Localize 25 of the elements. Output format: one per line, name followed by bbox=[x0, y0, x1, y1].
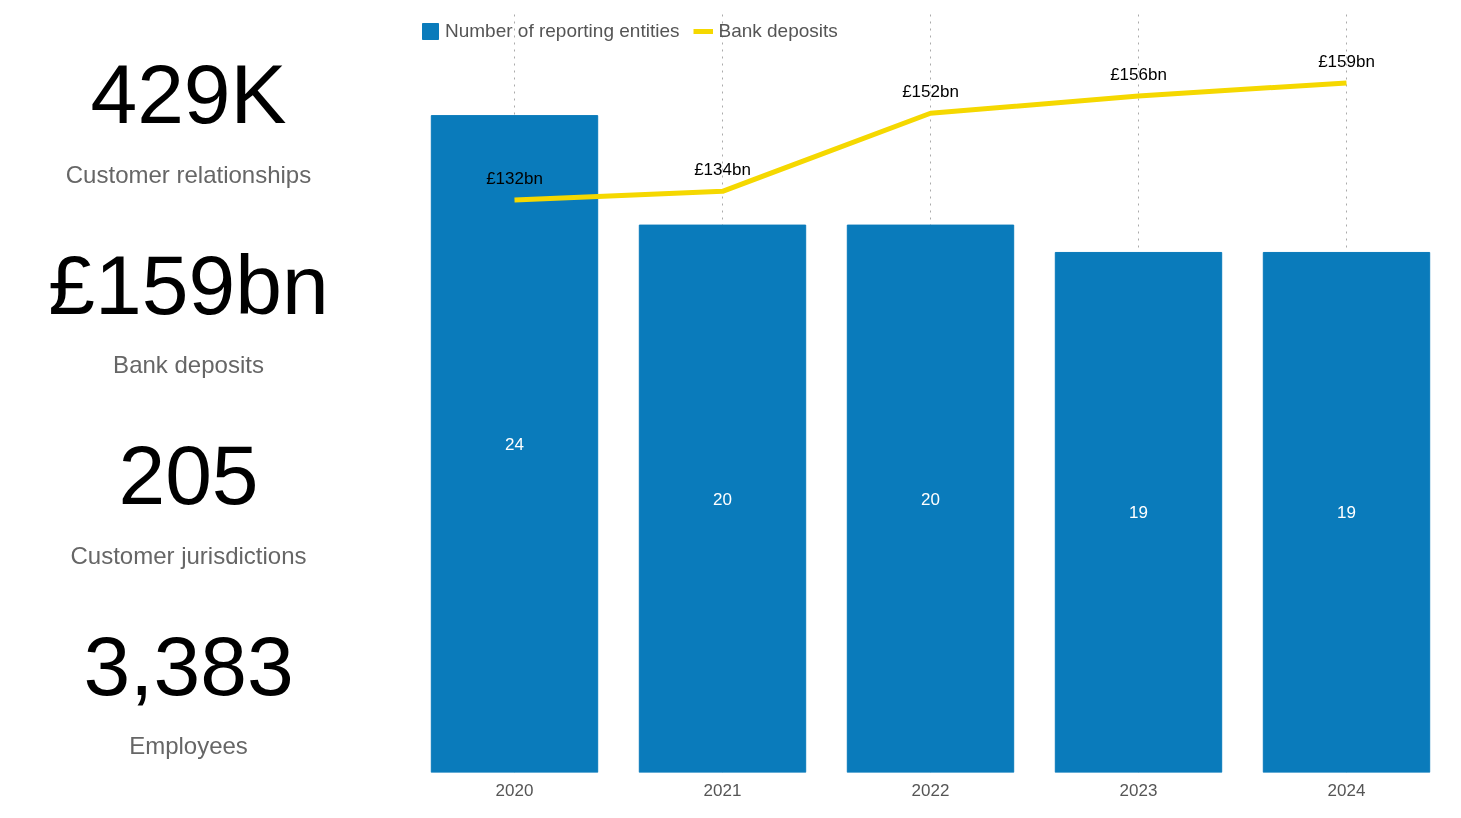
x-tick-label: 2020 bbox=[495, 780, 534, 800]
data-label: 19 bbox=[1129, 503, 1148, 523]
data-label: £152bn bbox=[902, 82, 959, 102]
legend-label: Number of reporting entities bbox=[445, 20, 680, 42]
x-tick-label: 2022 bbox=[911, 780, 950, 800]
text: Bank deposits bbox=[113, 351, 264, 379]
data-label: £156bn bbox=[1110, 64, 1167, 84]
data-label: 20 bbox=[713, 489, 732, 509]
text: Employees bbox=[129, 732, 248, 760]
text: Customer jurisdictions bbox=[70, 541, 307, 569]
data-label: 24 bbox=[505, 435, 524, 455]
data-label: £132bn bbox=[486, 169, 543, 189]
text: 3,383 bbox=[83, 618, 294, 713]
x-tick-label: 2023 bbox=[1119, 780, 1158, 800]
x-tick-label: 2021 bbox=[703, 780, 742, 800]
data-label: 20 bbox=[921, 489, 940, 509]
data-label: £159bn bbox=[1318, 51, 1375, 71]
text: 205 bbox=[118, 428, 259, 523]
data-label: 19 bbox=[1337, 503, 1356, 523]
text: 429K bbox=[90, 47, 287, 142]
text: Customer relationships bbox=[65, 160, 312, 188]
data-label: £134bn bbox=[694, 160, 751, 180]
legend-label: Bank deposits bbox=[718, 20, 838, 42]
x-tick-label: 2024 bbox=[1327, 780, 1366, 800]
text: £159bn bbox=[48, 237, 329, 332]
